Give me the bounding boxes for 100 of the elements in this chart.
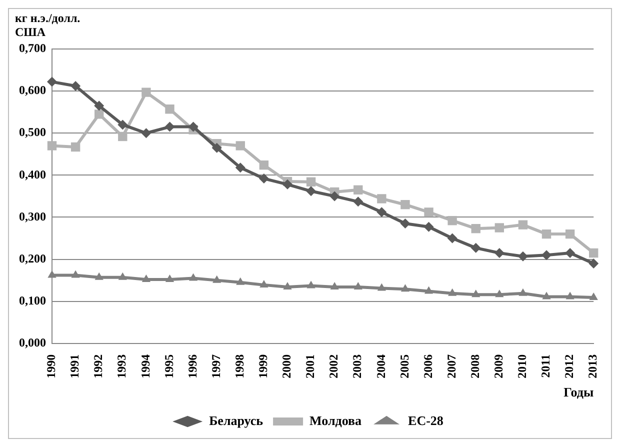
- legend-label: Молдова: [310, 412, 362, 428]
- point: [330, 282, 339, 290]
- x-tick-label: 1990: [44, 354, 58, 378]
- point: [471, 224, 480, 234]
- x-tick-label: 2012: [562, 354, 576, 378]
- x-tick-label: 2002: [326, 354, 341, 378]
- point: [94, 110, 104, 119]
- x-tick-label: 1991: [68, 354, 82, 378]
- point: [448, 216, 457, 226]
- point: [424, 208, 434, 217]
- point: [542, 250, 552, 260]
- point: [330, 191, 340, 202]
- point: [376, 207, 387, 218]
- point: [258, 174, 269, 184]
- point: [259, 160, 269, 170]
- point: [448, 288, 457, 296]
- x-tick-label: 2010: [515, 354, 530, 378]
- point: [354, 282, 362, 290]
- y-tick-label: 0,300: [19, 209, 46, 224]
- point: [142, 274, 151, 282]
- point: [236, 277, 245, 285]
- point: [283, 282, 292, 290]
- point: [94, 100, 104, 111]
- point: [400, 284, 410, 292]
- point: [306, 177, 316, 186]
- point: [472, 290, 480, 298]
- point: [306, 186, 316, 196]
- x-tick-label: 1997: [208, 354, 223, 378]
- legend-label: ЕС-28: [408, 412, 444, 428]
- x-tick-label: 2009: [492, 354, 506, 378]
- point: [118, 120, 128, 130]
- point: [518, 288, 528, 296]
- point: [306, 280, 316, 288]
- x-tick-label: 1992: [91, 354, 106, 378]
- point: [188, 122, 198, 132]
- x-tick-label: 2006: [420, 354, 435, 378]
- point: [542, 292, 551, 300]
- point: [354, 185, 363, 194]
- x-tick-label: 2005: [397, 354, 412, 378]
- point: [165, 274, 174, 282]
- point: [212, 275, 222, 283]
- point: [447, 233, 458, 244]
- point: [236, 141, 245, 150]
- point: [142, 88, 151, 97]
- x-tick-label: 2008: [468, 354, 482, 378]
- y-tick-label: 0,500: [19, 125, 46, 140]
- point: [260, 280, 268, 288]
- point: [566, 292, 574, 300]
- point: [282, 179, 292, 190]
- point: [518, 220, 528, 230]
- y-tick-label: 0,100: [19, 293, 46, 308]
- y-tick-label: 0,200: [19, 251, 46, 266]
- point: [400, 200, 410, 210]
- point: [588, 258, 599, 268]
- point: [118, 132, 128, 142]
- point: [188, 273, 198, 281]
- point: [71, 270, 80, 278]
- y-tick-label: 0,400: [19, 167, 46, 182]
- point: [542, 229, 552, 239]
- x-tick-label: 1995: [162, 354, 176, 378]
- point: [589, 248, 598, 258]
- point: [353, 196, 364, 207]
- point: [495, 290, 504, 298]
- point: [212, 142, 222, 153]
- point: [47, 76, 57, 87]
- legend-label: Беларусь: [209, 412, 264, 428]
- point: [165, 104, 174, 114]
- x-tick-label: 2003: [350, 354, 364, 378]
- point: [589, 292, 598, 300]
- point: [141, 128, 152, 138]
- y-tick-label: 0,600: [19, 83, 46, 98]
- point: [48, 270, 56, 278]
- point: [518, 251, 528, 262]
- point: [70, 142, 80, 152]
- point: [118, 272, 127, 280]
- point: [494, 223, 504, 232]
- x-tick-label: 2013: [586, 354, 600, 378]
- point: [424, 222, 434, 232]
- point: [94, 272, 104, 280]
- point: [565, 248, 576, 258]
- x-tick-label: 1993: [114, 354, 129, 378]
- point: [400, 218, 410, 229]
- x-axis-title: Годы: [564, 384, 594, 400]
- point: [494, 248, 504, 258]
- x-tick-label: 2011: [538, 354, 553, 378]
- point: [565, 229, 575, 239]
- x-tick-label: 1996: [185, 354, 200, 378]
- point: [47, 141, 57, 150]
- point: [377, 283, 386, 291]
- y-axis-title: кг н.э./долл. США: [15, 11, 82, 39]
- x-tick-label: 2001: [303, 354, 318, 378]
- point: [424, 286, 434, 294]
- point: [235, 162, 246, 173]
- x-tick-label: 2000: [280, 354, 294, 378]
- x-tick-label: 1994: [138, 354, 152, 378]
- point: [164, 122, 175, 132]
- x-tick-label: 1998: [232, 354, 246, 378]
- point: [470, 242, 481, 253]
- y-tick-label: 0,700: [19, 41, 46, 56]
- y-tick-label: 0,000: [19, 335, 46, 350]
